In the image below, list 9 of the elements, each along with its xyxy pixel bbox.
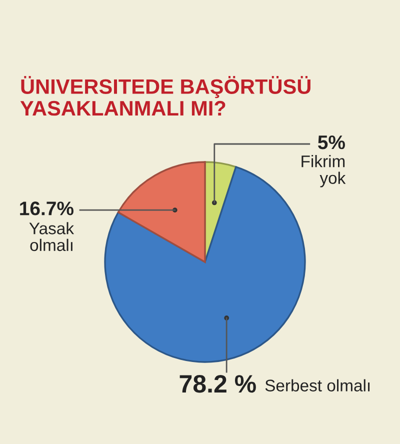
pie-slice [104,166,306,363]
chart-title: ÜNIVERSITEDE BAŞÖRTÜSÜ YASAKLANMALI MI? [20,76,310,116]
data-label: 78.2 % [180,375,256,393]
slice-label: Fikrim yok [302,155,346,188]
data-label: 5% [318,136,345,150]
slice-label: Serbest olmalı [265,379,370,392]
slice-label: Yasak olmalı [29,222,74,252]
data-label: 16.7% [20,202,74,216]
pie-slice [117,161,206,263]
